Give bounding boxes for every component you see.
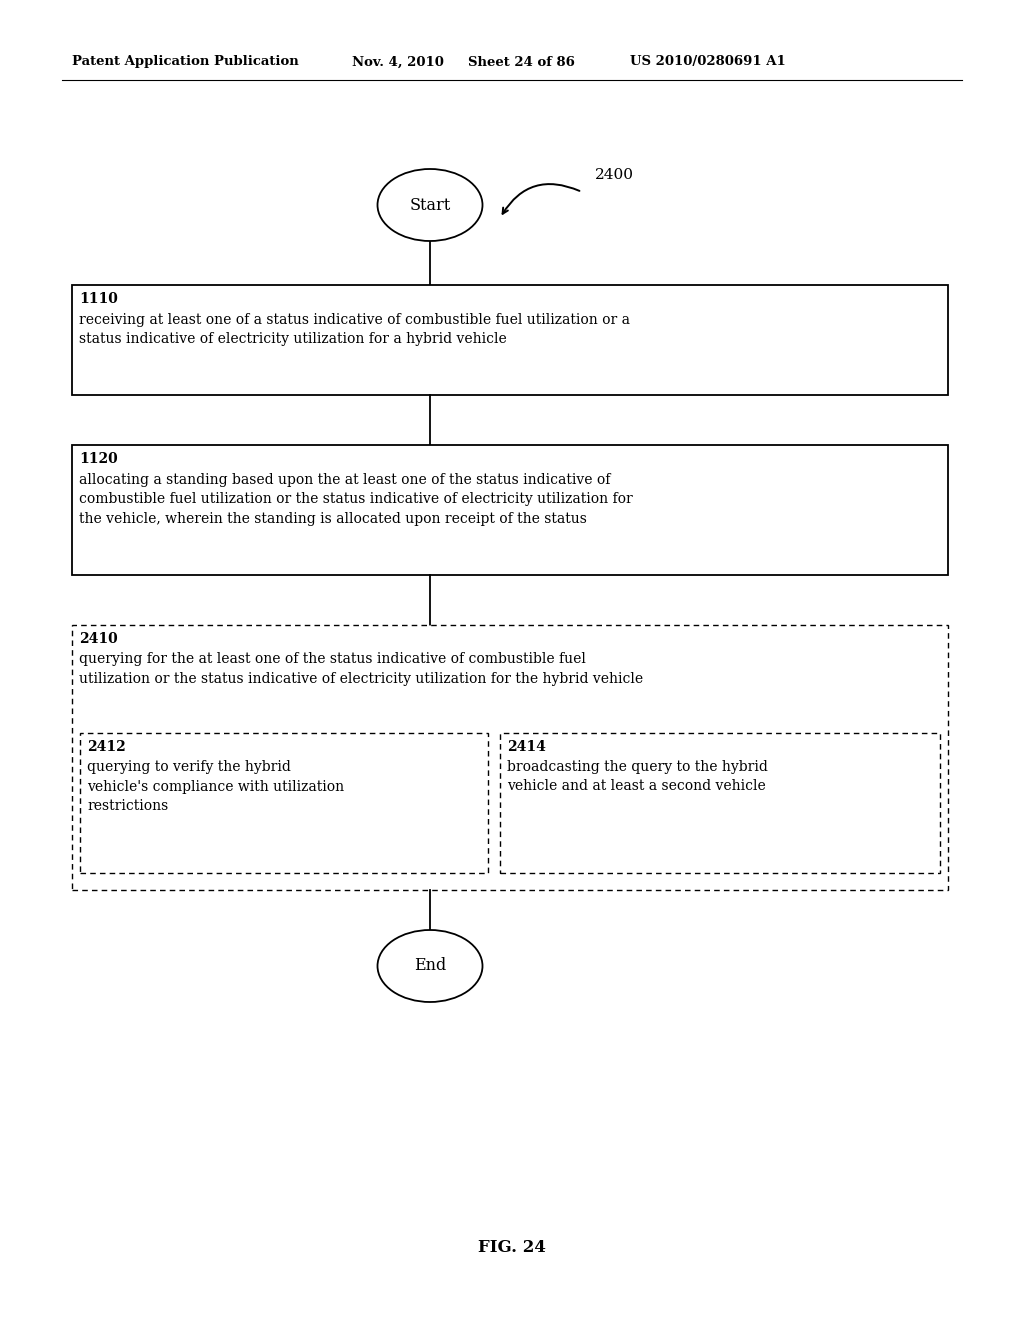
Ellipse shape [378, 169, 482, 242]
Text: querying for the at least one of the status indicative of combustible fuel
utili: querying for the at least one of the sta… [79, 652, 643, 685]
Bar [72, 445, 948, 576]
Text: 2410: 2410 [79, 632, 118, 645]
Text: FIG. 24: FIG. 24 [478, 1239, 546, 1257]
Text: allocating a standing based upon the at least one of the status indicative of
co: allocating a standing based upon the at … [79, 473, 633, 525]
Text: 2414: 2414 [507, 741, 546, 754]
Text: 2412: 2412 [87, 741, 126, 754]
Bar [72, 624, 948, 890]
Text: 1120: 1120 [79, 451, 118, 466]
Bar [80, 733, 488, 873]
Text: Start: Start [410, 197, 451, 214]
Bar [72, 285, 948, 395]
Text: receiving at least one of a status indicative of combustible fuel utilization or: receiving at least one of a status indic… [79, 313, 630, 346]
Text: Sheet 24 of 86: Sheet 24 of 86 [468, 55, 574, 69]
Text: Nov. 4, 2010: Nov. 4, 2010 [352, 55, 443, 69]
Text: Patent Application Publication: Patent Application Publication [72, 55, 299, 69]
Bar [500, 733, 940, 873]
Ellipse shape [378, 931, 482, 1002]
Text: querying to verify the hybrid
vehicle's compliance with utilization
restrictions: querying to verify the hybrid vehicle's … [87, 760, 344, 813]
Text: US 2010/0280691 A1: US 2010/0280691 A1 [630, 55, 785, 69]
Text: End: End [414, 957, 446, 974]
Text: 2400: 2400 [595, 168, 634, 182]
Text: 1110: 1110 [79, 292, 118, 306]
Text: broadcasting the query to the hybrid
vehicle and at least a second vehicle: broadcasting the query to the hybrid veh… [507, 760, 768, 793]
